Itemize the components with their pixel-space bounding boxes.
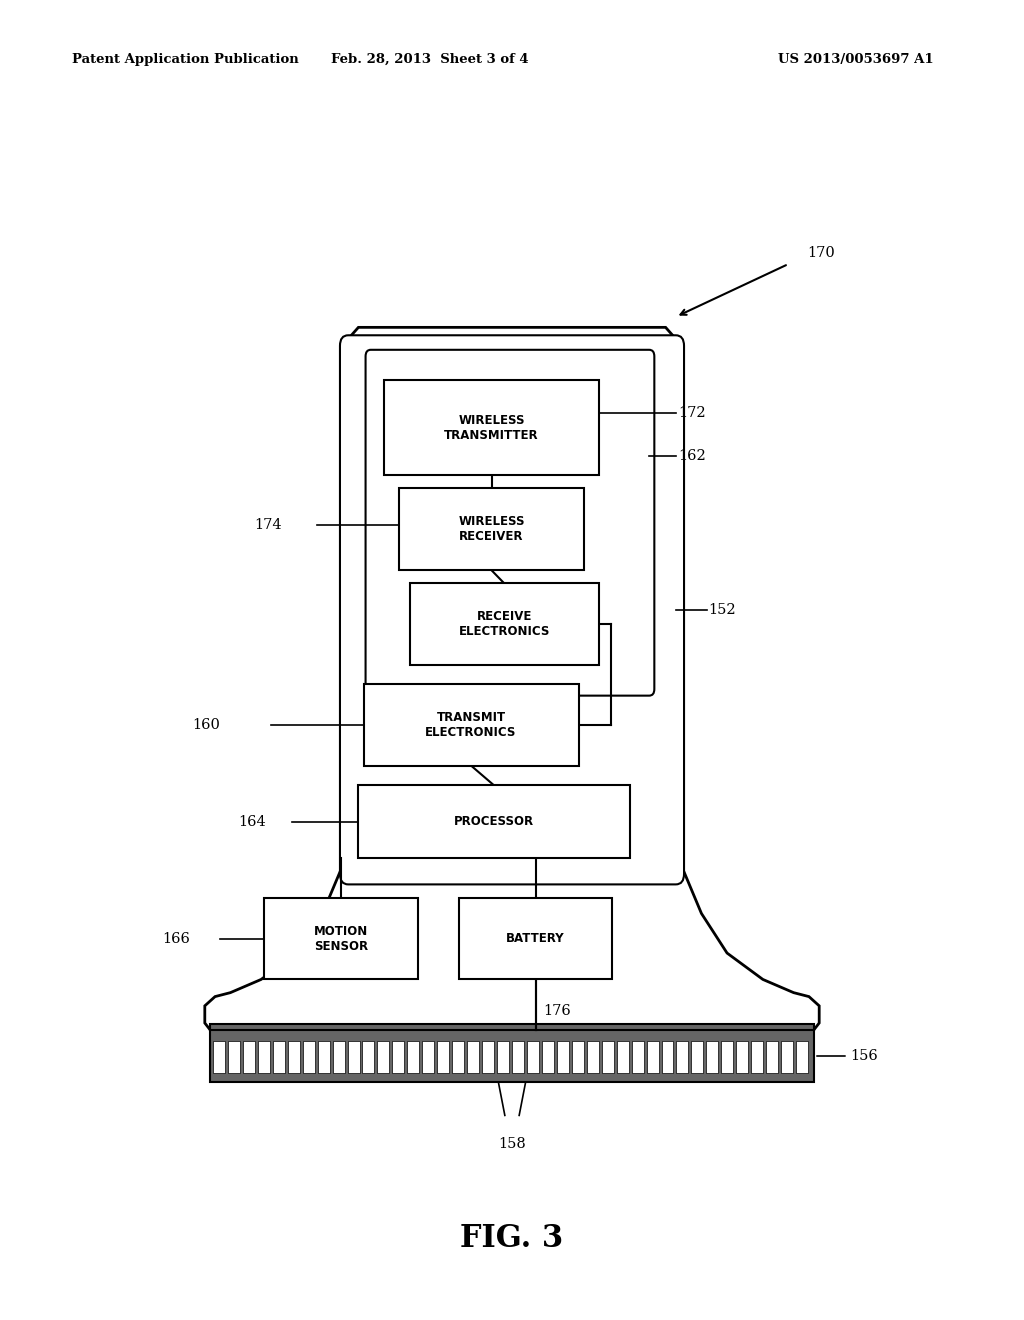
Bar	[384, 380, 599, 475]
Bar	[437, 1041, 450, 1073]
Text: US 2013/0053697 A1: US 2013/0053697 A1	[778, 53, 934, 66]
Bar	[453, 1041, 464, 1073]
Bar	[571, 1041, 584, 1073]
Bar	[781, 1041, 793, 1073]
Text: 156: 156	[850, 1049, 878, 1063]
Text: 176: 176	[544, 1005, 571, 1018]
Bar	[272, 1041, 285, 1073]
Bar	[467, 1041, 479, 1073]
Text: 162: 162	[678, 449, 706, 463]
Bar	[213, 1041, 225, 1073]
Bar	[632, 1041, 643, 1073]
Bar	[364, 684, 579, 766]
Bar	[264, 898, 418, 979]
Text: RECEIVE
ELECTRONICS: RECEIVE ELECTRONICS	[459, 610, 550, 639]
Text: FIG. 3: FIG. 3	[461, 1222, 563, 1254]
Bar	[378, 1041, 389, 1073]
Text: 164: 164	[239, 814, 266, 829]
Bar	[410, 583, 599, 665]
Bar	[482, 1041, 494, 1073]
Bar	[542, 1041, 554, 1073]
Bar	[303, 1041, 314, 1073]
Text: 152: 152	[709, 603, 736, 616]
Bar	[616, 1041, 629, 1073]
Text: WIRELESS
RECEIVER: WIRELESS RECEIVER	[459, 515, 524, 544]
Bar	[646, 1041, 658, 1073]
Text: Feb. 28, 2013  Sheet 3 of 4: Feb. 28, 2013 Sheet 3 of 4	[332, 53, 528, 66]
Text: Patent Application Publication: Patent Application Publication	[72, 53, 298, 66]
Bar	[392, 1041, 404, 1073]
Bar	[512, 1041, 524, 1073]
Bar	[459, 898, 612, 979]
Bar	[557, 1041, 568, 1073]
FancyBboxPatch shape	[340, 335, 684, 884]
Bar	[288, 1041, 300, 1073]
Text: 160: 160	[193, 718, 220, 731]
Bar	[587, 1041, 599, 1073]
Bar	[317, 1041, 330, 1073]
Bar	[691, 1041, 703, 1073]
Text: 170: 170	[807, 247, 835, 260]
Bar	[258, 1041, 269, 1073]
Bar	[497, 1041, 509, 1073]
Bar	[796, 1041, 808, 1073]
Bar	[662, 1041, 674, 1073]
Text: TRANSMIT
ELECTRONICS: TRANSMIT ELECTRONICS	[425, 710, 517, 739]
Bar	[347, 1041, 359, 1073]
Bar	[752, 1041, 763, 1073]
Text: MOTION
SENSOR: MOTION SENSOR	[314, 924, 368, 953]
Bar	[422, 1041, 434, 1073]
Text: PROCESSOR: PROCESSOR	[454, 816, 535, 828]
Text: 172: 172	[678, 407, 706, 421]
Bar	[362, 1041, 375, 1073]
Bar	[358, 785, 630, 858]
Polygon shape	[205, 327, 819, 1036]
Text: 158: 158	[498, 1138, 526, 1151]
Text: WIRELESS
TRANSMITTER: WIRELESS TRANSMITTER	[444, 413, 539, 442]
Text: 166: 166	[162, 932, 189, 945]
Bar	[707, 1041, 718, 1073]
Bar	[721, 1041, 733, 1073]
Bar	[766, 1041, 778, 1073]
Bar	[210, 1024, 814, 1082]
Bar	[243, 1041, 255, 1073]
Bar	[527, 1041, 539, 1073]
Bar	[399, 488, 584, 570]
Text: 174: 174	[254, 519, 282, 532]
Bar	[408, 1041, 419, 1073]
Bar	[602, 1041, 613, 1073]
Bar	[333, 1041, 344, 1073]
Bar	[228, 1041, 240, 1073]
Text: BATTERY: BATTERY	[506, 932, 565, 945]
Bar	[736, 1041, 749, 1073]
Bar	[677, 1041, 688, 1073]
FancyBboxPatch shape	[366, 350, 654, 696]
